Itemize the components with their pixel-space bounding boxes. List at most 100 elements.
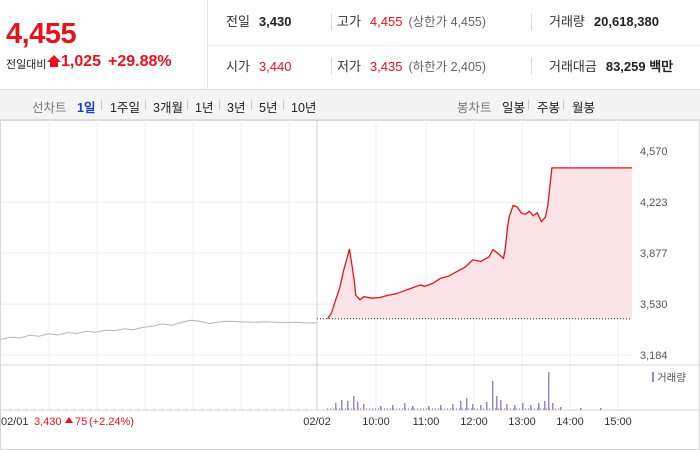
stat-value: 20,618,380 (593, 14, 659, 29)
stat-high: 고가 4,455 (상한가 4,455) (337, 13, 486, 31)
volume-bar (432, 408, 433, 410)
volume-bar (390, 408, 391, 410)
y-tick-label: 3,530 (640, 299, 668, 311)
volume-bar (353, 396, 355, 410)
line-chart-label: 선차트 (32, 101, 67, 115)
current-price: 4,455 (6, 18, 77, 50)
period-tab-10y[interactable]: 10년 (291, 101, 317, 115)
volume-legend-icon (652, 372, 654, 382)
volume-bar (552, 403, 554, 410)
period-tab-1w[interactable]: 1주일 (110, 101, 140, 115)
volume-bar (560, 407, 562, 410)
volume-bar-prev (170, 409, 171, 410)
volume-bar (366, 408, 367, 410)
divider (331, 58, 332, 74)
volume-bar (393, 408, 394, 410)
volume-bar (558, 408, 559, 410)
volume-bar (552, 408, 553, 410)
volume-bar (528, 408, 529, 410)
x-tick-label: 10:00 (362, 416, 390, 428)
volume-bar (480, 405, 482, 410)
volume-bar (357, 408, 358, 410)
volume-bar (486, 408, 487, 410)
volume-bar-prev (98, 409, 99, 410)
divider (101, 100, 102, 110)
period-tab-1d[interactable]: 1일 (77, 101, 96, 115)
volume-bar-prev (194, 409, 195, 410)
volume-bar (336, 408, 337, 410)
volume-bar (514, 405, 516, 410)
volume-bar-prev (34, 409, 35, 410)
y-tick-label: 4,570 (640, 146, 668, 158)
volume-bar-prev (58, 409, 59, 410)
volume-bar-prev (258, 409, 259, 410)
volume-bar (330, 408, 331, 410)
stat-label: 거래대금 (549, 59, 597, 74)
divider (187, 100, 188, 110)
volume-bar (453, 408, 454, 410)
volume-bar-prev (90, 409, 91, 410)
period-tab-1y[interactable]: 1년 (195, 101, 214, 115)
volume-bar (345, 408, 346, 410)
stat-label: 시가 (226, 59, 250, 74)
volume-bar-prev (218, 409, 219, 410)
volume-bar (522, 408, 523, 410)
volume-bar-prev (290, 409, 291, 410)
candle-tab-weekly[interactable]: 주봉 (537, 101, 561, 115)
volume-bar-prev (266, 409, 267, 410)
volume-bar (342, 408, 343, 410)
volume-bar-prev (178, 409, 179, 410)
volume-bar (506, 404, 508, 410)
footer-up-icon (65, 417, 73, 423)
volume-bar-prev (66, 409, 67, 410)
footer-close: 3,430 (34, 416, 62, 428)
up-arrow-stem (50, 62, 58, 67)
candle-chart-label: 봉차트 (457, 101, 492, 115)
volume-bar (522, 403, 524, 410)
volume-bar (363, 408, 364, 410)
volume-bar-prev (122, 409, 123, 410)
divider (563, 100, 564, 110)
volume-bar (525, 408, 526, 410)
volume-bar (543, 408, 544, 410)
volume-bar-prev (306, 409, 307, 410)
volume-bar (327, 408, 328, 410)
volume-bar (438, 408, 439, 410)
volume-bar-prev (274, 409, 275, 410)
stat-label: 저가 (337, 59, 361, 74)
period-tab-3m[interactable]: 3개월 (153, 101, 183, 115)
volume-bar (546, 408, 547, 410)
volume-bar (372, 408, 373, 410)
volume-bar (600, 408, 602, 410)
period-tab-3y[interactable]: 3년 (227, 101, 246, 115)
volume-bar (392, 405, 394, 410)
volume-bar (414, 408, 415, 410)
volume-bar (466, 398, 468, 410)
candle-tab-monthly[interactable]: 월봉 (572, 101, 596, 115)
x-tick-label: 11:00 (413, 416, 440, 428)
footer-pct: (+2.24%) (89, 416, 134, 428)
stat-label: 거래량 (549, 14, 585, 29)
volume-bar (513, 408, 514, 410)
volume-bar-prev (114, 409, 115, 410)
volume-bar-prev (210, 409, 211, 410)
x-tick-label: 12:00 (460, 416, 488, 428)
volume-bar (369, 408, 370, 410)
volume-bar (354, 408, 355, 410)
y-tick-label: 4,223 (640, 197, 668, 209)
divider (531, 58, 532, 74)
stat-low: 저가 3,435 (하한가 2,405) (337, 58, 486, 76)
prev-day-line (0, 319, 318, 340)
x-tick-label: 02/02 (303, 416, 331, 428)
volume-bar (426, 408, 427, 410)
price-area-fill (327, 167, 632, 319)
volume-bar (480, 408, 481, 410)
candle-tab-daily[interactable]: 일봉 (502, 101, 526, 115)
change-amount: 1,025 (61, 53, 102, 70)
period-tab-5y[interactable]: 5년 (259, 101, 278, 115)
change-percent: +29.88% (108, 53, 172, 70)
volume-bar (456, 408, 457, 410)
volume-bar-prev (26, 409, 27, 410)
volume-bar (516, 408, 517, 410)
volume-bar (580, 408, 582, 410)
